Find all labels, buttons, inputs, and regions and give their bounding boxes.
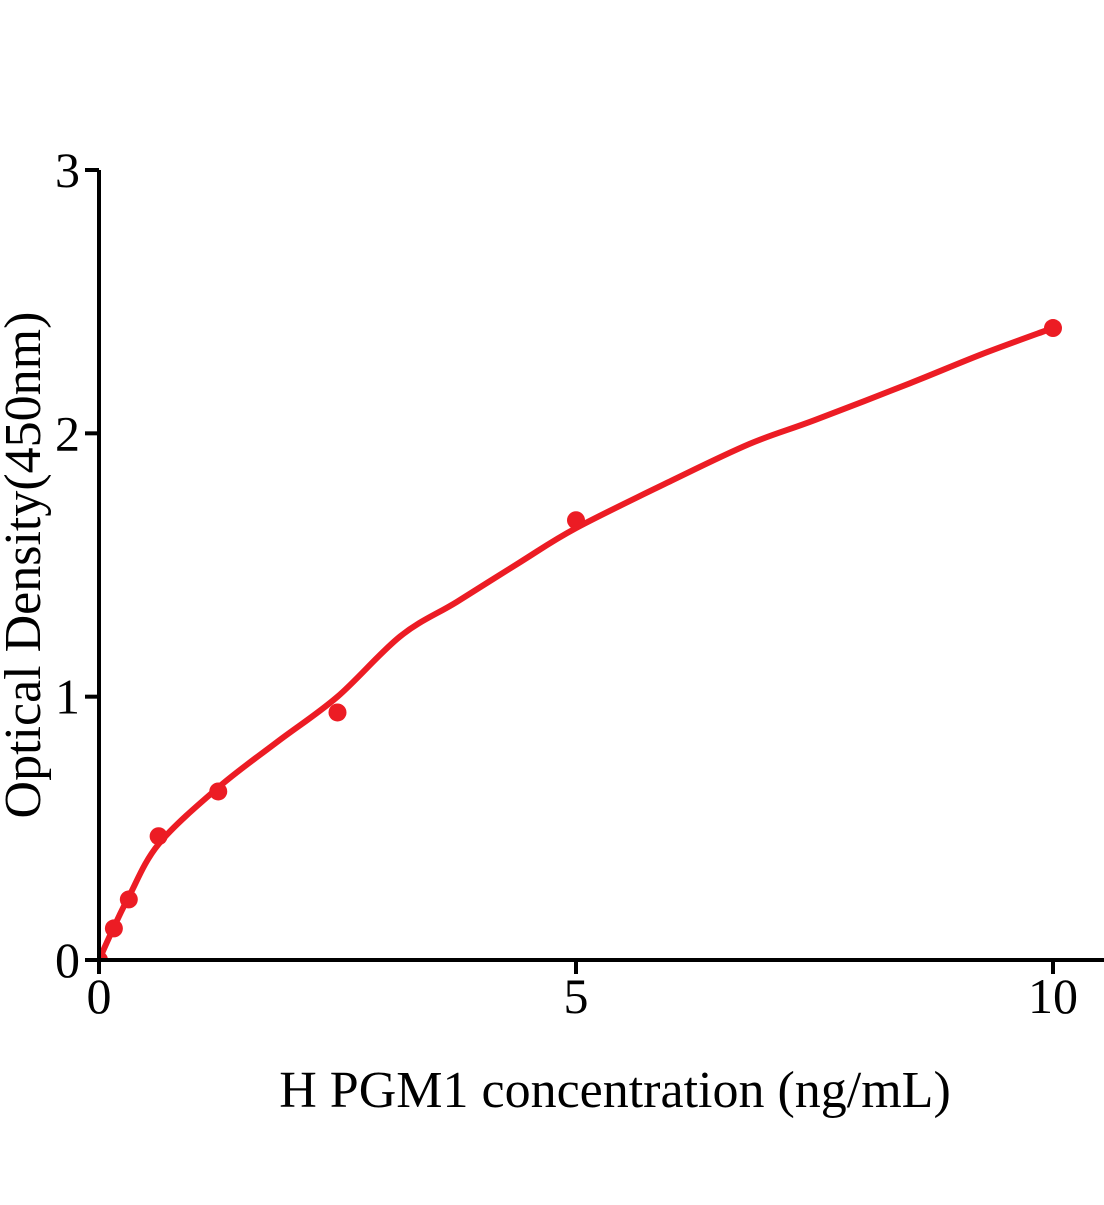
- data-point: [1044, 319, 1062, 338]
- data-point: [328, 703, 347, 722]
- x-tick-label: 10: [1028, 968, 1078, 1024]
- data-point: [149, 827, 168, 846]
- y-tick-label: 2: [55, 405, 80, 461]
- x-tick-label: 5: [564, 968, 589, 1024]
- series-layer: [99, 319, 1062, 962]
- x-axis-title: H PGM1 concentration (ng/mL): [279, 1062, 951, 1119]
- y-axis-title: Optical Density(450nm): [0, 312, 52, 819]
- data-point: [119, 890, 138, 909]
- fit-curve: [99, 325, 1056, 962]
- y-tick-label: 0: [55, 932, 80, 988]
- y-tick-label: 3: [55, 142, 80, 198]
- tick-label-layer: 0 5 10 0 1 2 3: [55, 142, 1078, 1024]
- data-point: [209, 782, 228, 801]
- data-point: [104, 919, 123, 938]
- data-point: [567, 511, 585, 530]
- x-tick-label: 0: [87, 968, 112, 1024]
- y-tick-label: 1: [55, 669, 80, 725]
- axes-layer: [85, 168, 1104, 974]
